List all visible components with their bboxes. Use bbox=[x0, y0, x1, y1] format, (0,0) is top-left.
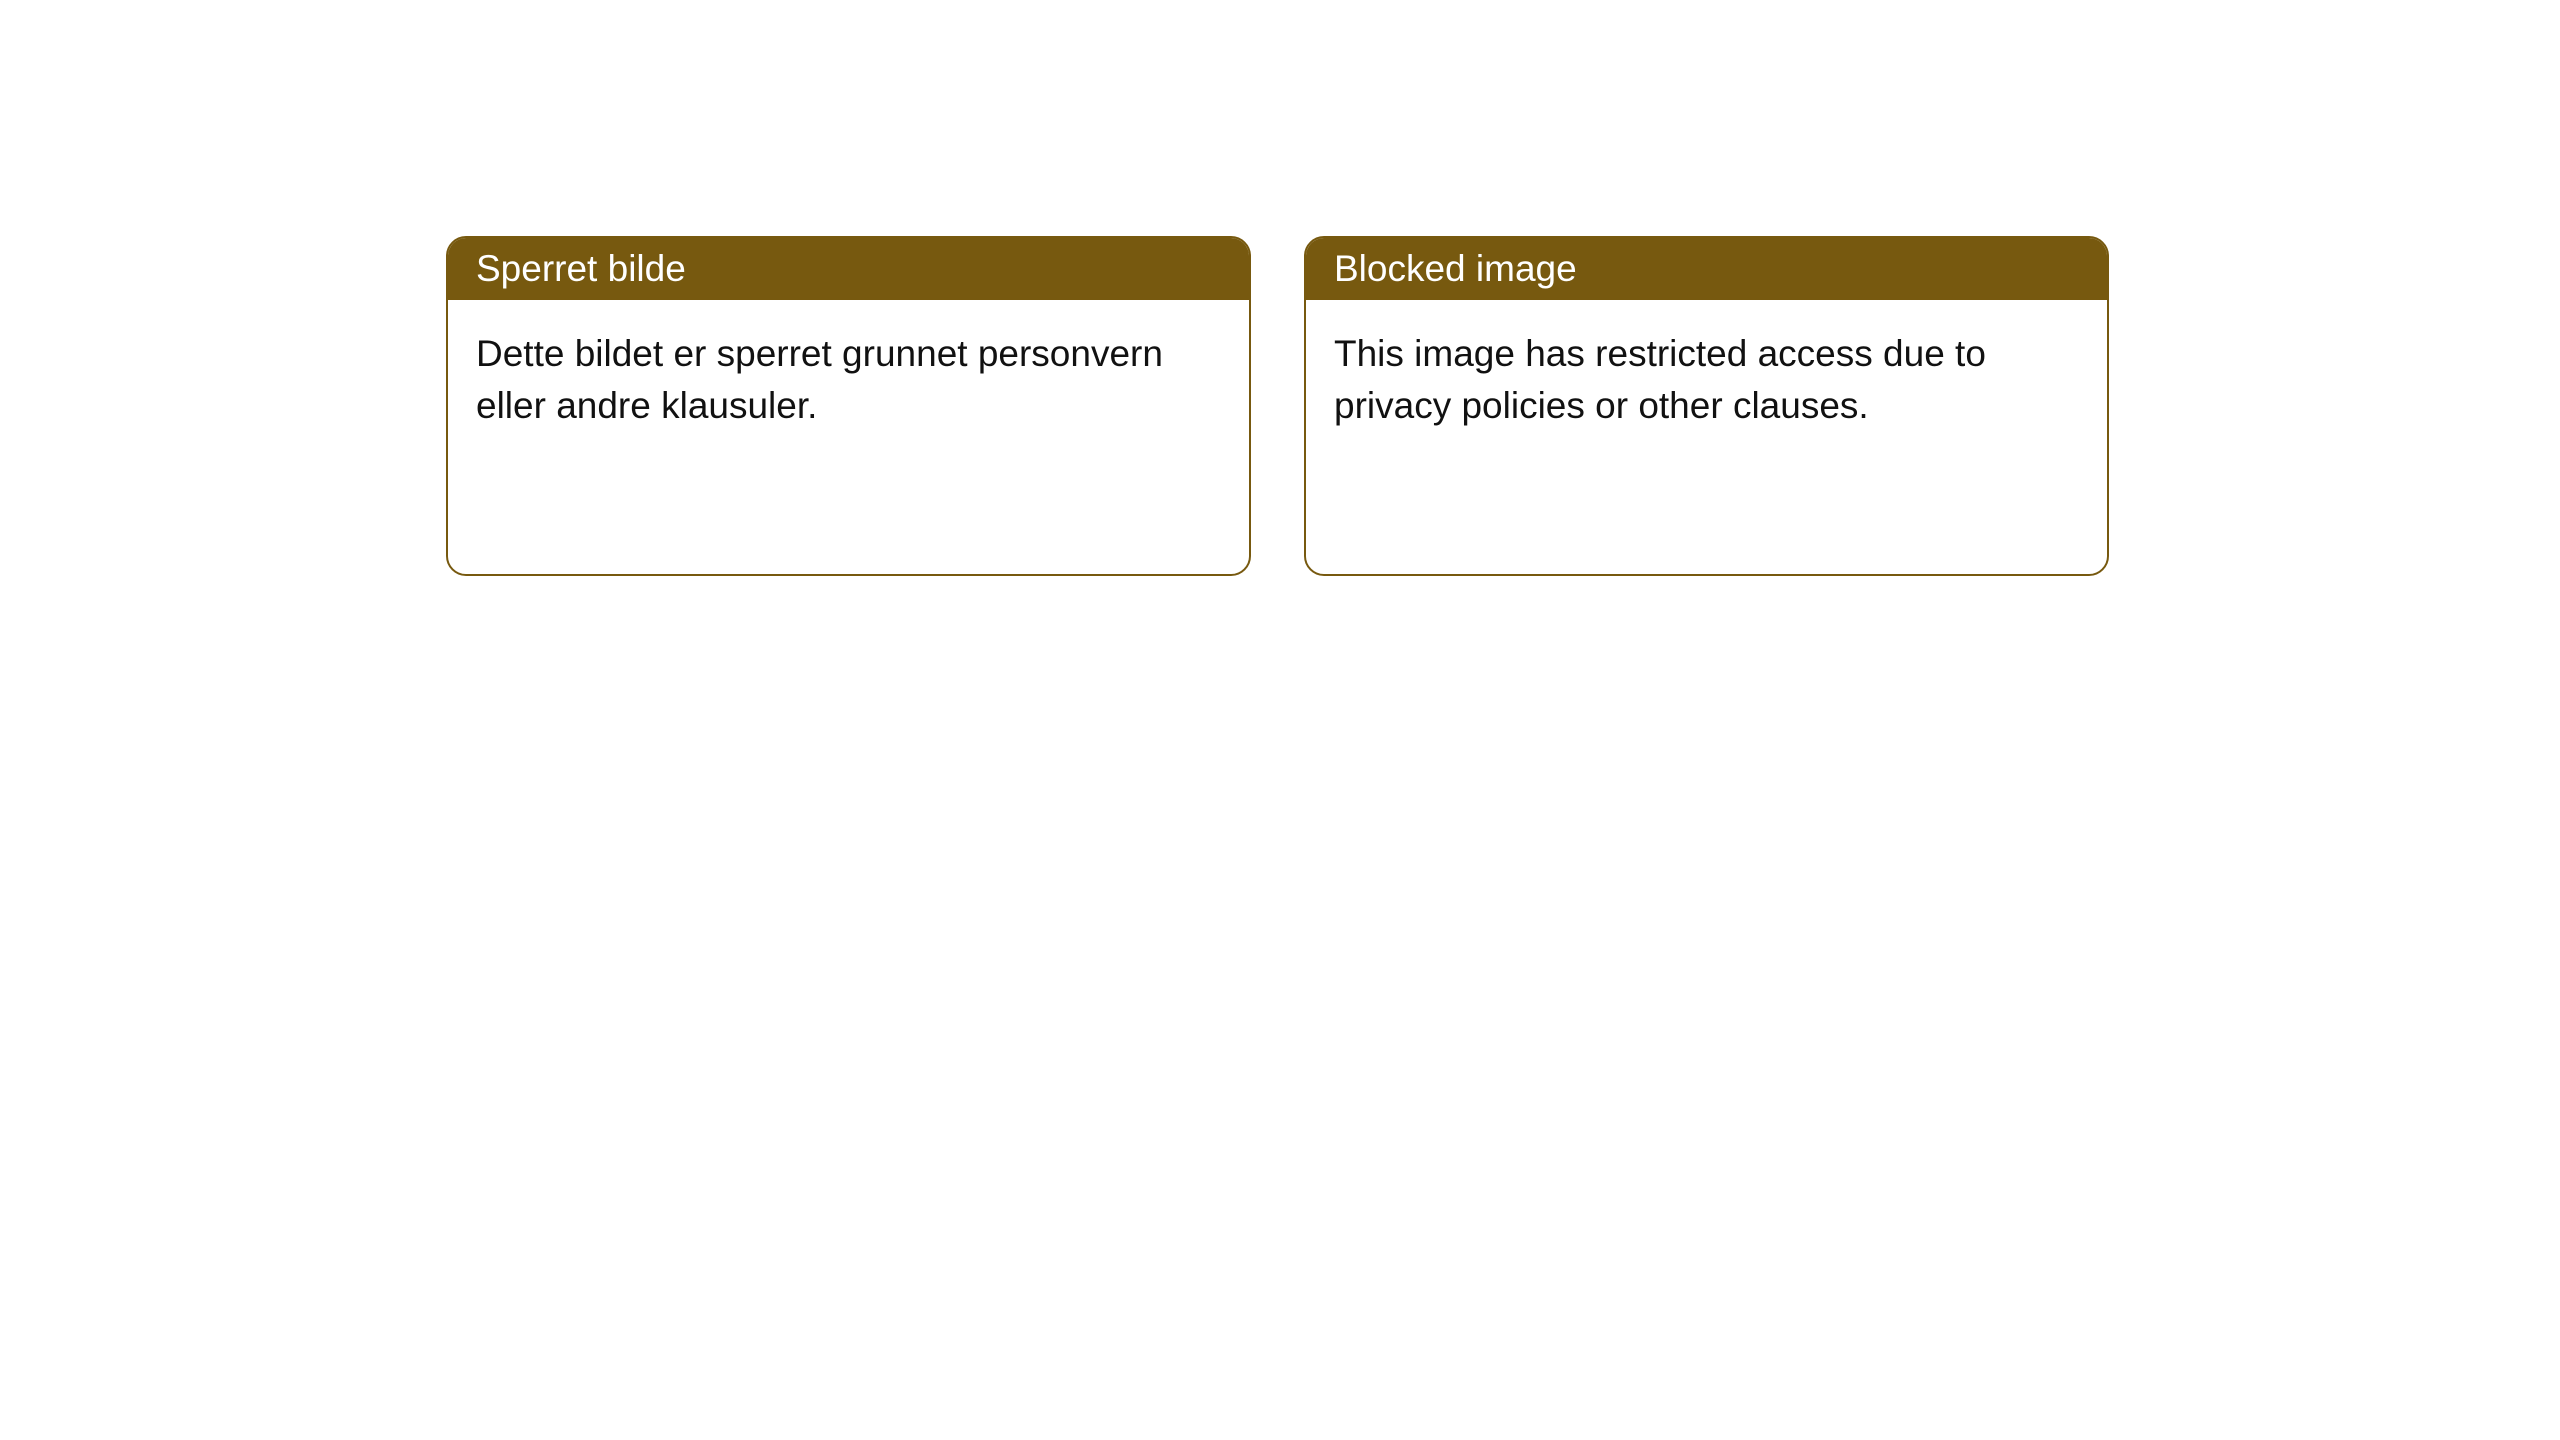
notice-card-body: This image has restricted access due to … bbox=[1306, 300, 2107, 574]
notice-card-english: Blocked image This image has restricted … bbox=[1304, 236, 2109, 576]
notice-card-body: Dette bildet er sperret grunnet personve… bbox=[448, 300, 1249, 574]
notice-container: Sperret bilde Dette bildet er sperret gr… bbox=[0, 0, 2560, 576]
notice-card-header: Blocked image bbox=[1306, 238, 2107, 300]
notice-card-norwegian: Sperret bilde Dette bildet er sperret gr… bbox=[446, 236, 1251, 576]
notice-card-header: Sperret bilde bbox=[448, 238, 1249, 300]
